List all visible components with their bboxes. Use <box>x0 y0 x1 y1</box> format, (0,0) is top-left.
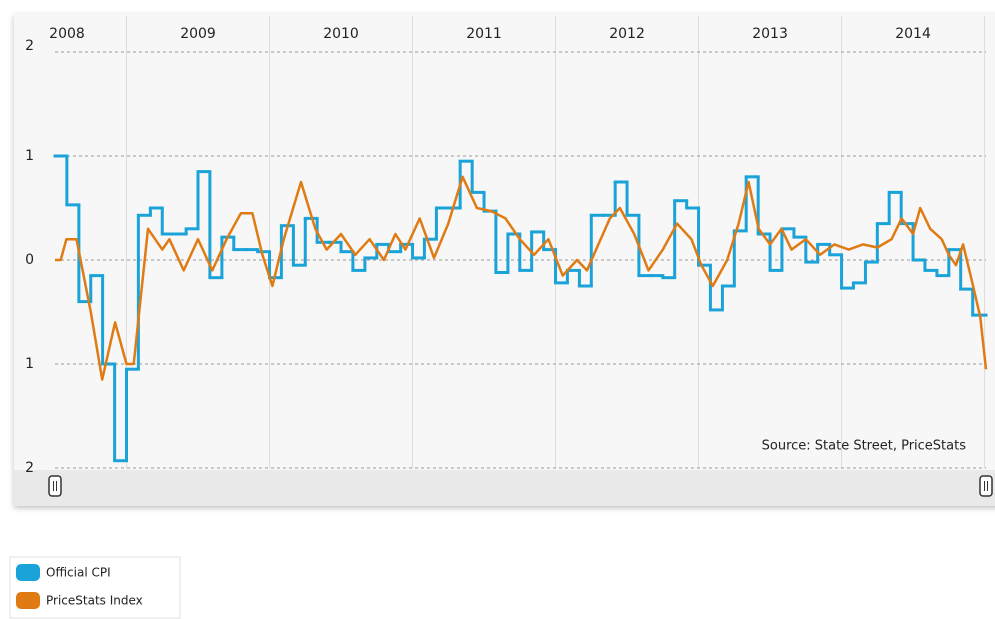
scroll-handle-left[interactable] <box>48 475 62 497</box>
x-tick-label: 2014 <box>895 26 931 42</box>
legend: Official CPI PriceStats Index <box>16 564 143 609</box>
scrollbar[interactable] <box>14 470 995 506</box>
y-tick-label: 2 <box>25 38 34 54</box>
legend-label: PriceStats Index <box>46 594 143 608</box>
x-tick-label: 2010 <box>323 26 359 42</box>
plot-area: 2 1 0 1 2 2008 2009 2010 2011 2012 2013 2014 <box>25 16 988 476</box>
series-line <box>55 175 988 381</box>
y-tick-label: 1 <box>25 356 34 372</box>
y-tick-label: 1 <box>25 148 34 164</box>
x-tick-label: 2012 <box>609 26 645 42</box>
y-tick-label: 2 <box>25 460 34 476</box>
x-tick-label: 2008 <box>49 26 85 42</box>
x-tick-label: 2013 <box>752 26 788 42</box>
x-tick-label: 2011 <box>466 26 502 42</box>
legend-swatch <box>16 592 40 609</box>
y-tick-label: 0 <box>25 252 34 268</box>
legend-label: Official CPI <box>46 566 111 580</box>
legend-swatch <box>16 564 40 581</box>
source-note: Source: State Street, PriceStats <box>762 439 967 454</box>
x-tick-label: 2009 <box>180 26 216 42</box>
scroll-handle-right[interactable] <box>979 475 993 497</box>
